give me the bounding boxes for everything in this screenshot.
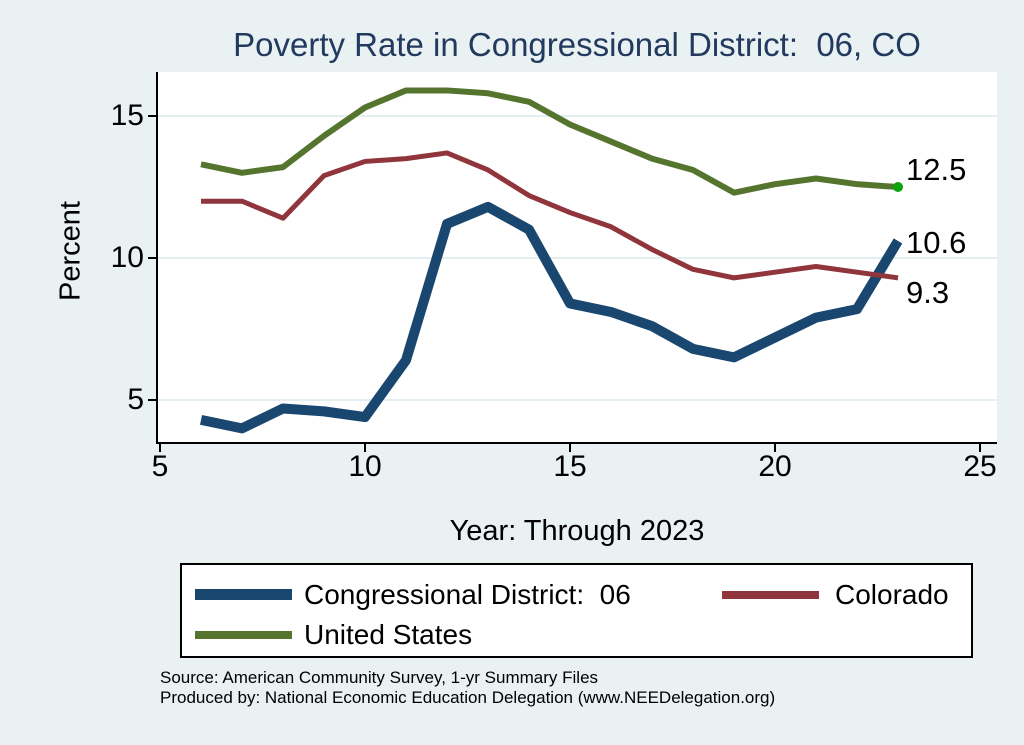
y-axis-title: Percent bbox=[54, 201, 87, 301]
x-tick-label-20: 20 bbox=[758, 450, 792, 483]
y-tick-label-5: 5 bbox=[127, 383, 144, 416]
y-tick-label-15: 15 bbox=[110, 99, 144, 132]
legend: Congressional District: 06 Colorado Unit… bbox=[180, 563, 973, 658]
x-tick-label-5: 5 bbox=[151, 450, 169, 483]
x-tick-label-10: 10 bbox=[348, 450, 382, 483]
source-note: Source: American Community Survey, 1-yr … bbox=[160, 668, 599, 687]
legend-label-united-states: United States bbox=[304, 619, 473, 650]
y-tick-label-10: 10 bbox=[110, 241, 144, 274]
chart-title: Poverty Rate in Congressional District: … bbox=[233, 26, 921, 63]
end-label-united-states: 12.5 bbox=[906, 152, 967, 187]
end-label-colorado: 9.3 bbox=[906, 275, 950, 310]
x-tick-label-25: 25 bbox=[963, 450, 997, 483]
legend-swatch-colorado bbox=[722, 591, 819, 599]
x-tick-label-15: 15 bbox=[553, 450, 587, 483]
end-label-district: 10.6 bbox=[906, 225, 967, 260]
legend-swatch-district bbox=[195, 589, 292, 600]
x-axis-title: Year: Through 2023 bbox=[449, 515, 705, 547]
legend-swatch-united-states bbox=[195, 631, 292, 639]
legend-label-district: Congressional District: 06 bbox=[304, 579, 631, 610]
legend-label-colorado: Colorado bbox=[835, 579, 949, 610]
produced-note: Produced by: National Economic Education… bbox=[160, 688, 776, 707]
